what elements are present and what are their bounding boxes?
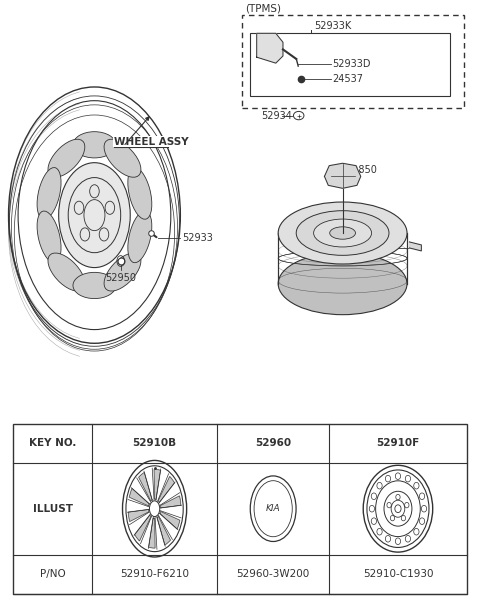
Ellipse shape [104, 139, 141, 177]
Ellipse shape [278, 252, 407, 315]
Text: 52933K: 52933K [314, 21, 351, 31]
Polygon shape [160, 511, 180, 529]
Text: 52933D: 52933D [332, 59, 371, 69]
Text: 52910-F6210: 52910-F6210 [120, 569, 189, 579]
Text: 52960-3W200: 52960-3W200 [237, 569, 310, 579]
Polygon shape [135, 515, 151, 541]
Polygon shape [409, 242, 421, 251]
Text: WHEEL ASSY: WHEEL ASSY [114, 136, 188, 147]
Ellipse shape [37, 211, 61, 263]
Ellipse shape [48, 139, 85, 177]
Polygon shape [160, 496, 181, 508]
Polygon shape [324, 163, 361, 188]
Ellipse shape [128, 168, 152, 219]
Polygon shape [130, 489, 149, 506]
Ellipse shape [73, 272, 116, 299]
Ellipse shape [73, 132, 116, 158]
Polygon shape [154, 469, 160, 499]
Polygon shape [157, 516, 170, 545]
Polygon shape [149, 518, 155, 548]
Ellipse shape [128, 211, 152, 263]
Text: 52910-C1930: 52910-C1930 [363, 569, 433, 579]
Text: P/NO: P/NO [40, 569, 66, 579]
Polygon shape [128, 510, 149, 522]
Bar [242, 16, 464, 108]
Text: 52960: 52960 [255, 438, 291, 448]
Ellipse shape [313, 219, 372, 247]
Ellipse shape [48, 253, 85, 291]
Text: 52910F: 52910F [376, 438, 420, 448]
Bar [250, 33, 450, 96]
Ellipse shape [37, 168, 61, 219]
Text: 62852: 62852 [356, 243, 387, 253]
Text: KEY NO.: KEY NO. [29, 438, 76, 448]
Text: 62850: 62850 [346, 165, 377, 175]
Text: KIA: KIA [266, 504, 280, 513]
Polygon shape [139, 472, 152, 501]
Text: 52934: 52934 [262, 111, 292, 121]
Ellipse shape [59, 163, 130, 267]
Ellipse shape [278, 202, 407, 264]
Text: 52910B: 52910B [132, 438, 177, 448]
Ellipse shape [296, 211, 389, 255]
Polygon shape [158, 477, 174, 502]
Text: 52950: 52950 [105, 273, 136, 283]
Ellipse shape [104, 253, 141, 291]
Text: (TPMS): (TPMS) [245, 4, 281, 14]
Bar [13, 424, 467, 594]
Polygon shape [257, 33, 283, 63]
Text: 52933: 52933 [182, 233, 213, 243]
Text: ILLUST: ILLUST [33, 504, 72, 514]
Text: 24537: 24537 [332, 75, 363, 84]
Ellipse shape [330, 227, 356, 239]
